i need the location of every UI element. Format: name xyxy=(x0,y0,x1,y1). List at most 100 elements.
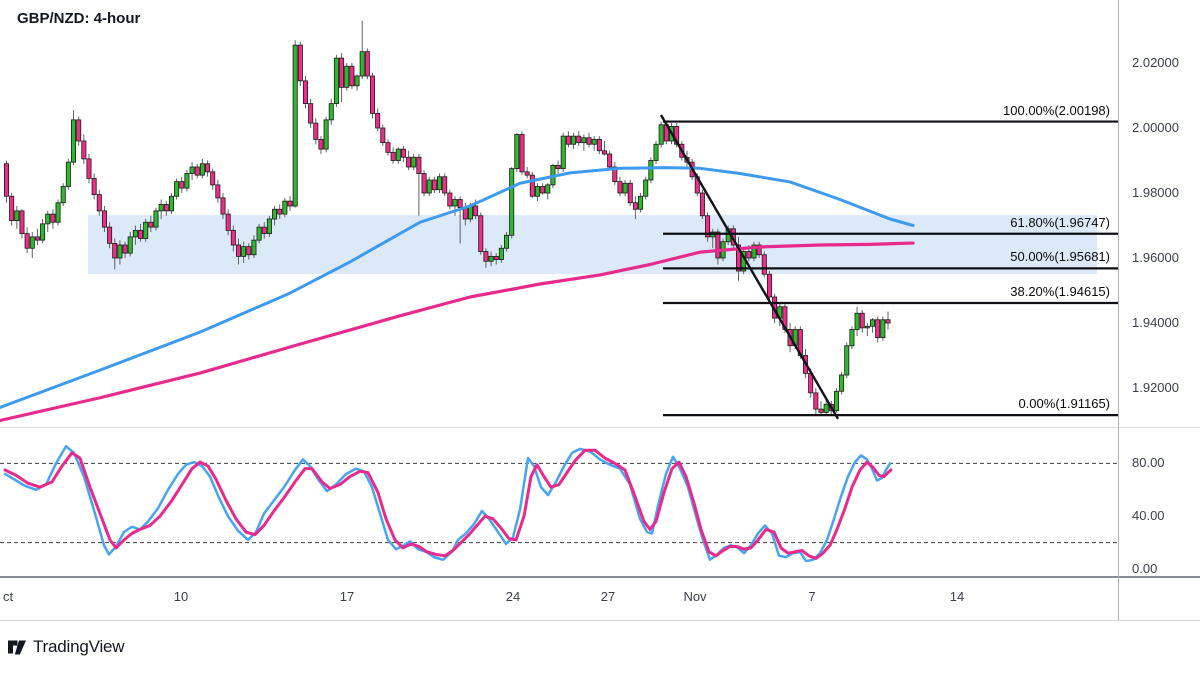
fib-level-label: 61.80%(1.96747) xyxy=(1010,214,1110,230)
candle-down xyxy=(261,226,267,235)
candle-up xyxy=(849,329,855,347)
stoch-k-line xyxy=(3,444,892,563)
candle-down xyxy=(122,244,128,254)
candle-down xyxy=(297,44,303,82)
candle-down xyxy=(230,229,236,246)
candle-up xyxy=(143,221,149,239)
candle-up xyxy=(504,234,510,249)
candle-down xyxy=(101,210,107,228)
candle-up xyxy=(509,168,515,236)
candle-up xyxy=(467,205,473,220)
candle-down xyxy=(400,148,406,158)
candle-down xyxy=(385,142,391,153)
candle-up xyxy=(751,244,757,259)
candle-up xyxy=(168,195,174,212)
candle-down xyxy=(519,134,525,173)
candle-up xyxy=(282,200,288,215)
candle-up xyxy=(153,210,159,228)
candle-up xyxy=(833,390,839,412)
candle-down xyxy=(81,140,87,160)
fib-level-label: 100.00%(2.00198) xyxy=(1003,102,1110,118)
candle-up xyxy=(132,229,138,238)
candle-down xyxy=(138,229,144,239)
candle-up xyxy=(251,239,257,256)
candle-down xyxy=(205,163,211,173)
tradingview-logo[interactable]: TradingView xyxy=(8,637,125,657)
candle-down xyxy=(818,408,824,413)
candle-down xyxy=(761,254,767,275)
candle-down xyxy=(235,244,241,257)
moving-average-fast xyxy=(0,166,915,409)
candle-down xyxy=(19,210,25,235)
candle-down xyxy=(431,179,437,191)
tradingview-logo-text: TradingView xyxy=(33,637,125,656)
candle-up xyxy=(864,325,870,329)
candle-down xyxy=(859,312,865,329)
candle-down xyxy=(555,164,561,170)
candle-down xyxy=(287,200,293,207)
price-tick-label: 1.96000 xyxy=(1132,250,1179,265)
candle-down xyxy=(715,231,721,259)
candle-up xyxy=(158,203,164,212)
candle-down xyxy=(705,215,711,238)
candle-down xyxy=(746,251,752,259)
fib-level-label: 38.20%(1.94615) xyxy=(1010,284,1110,299)
candle-up xyxy=(344,65,350,88)
candle-down xyxy=(529,174,535,197)
candle-up xyxy=(71,119,77,163)
candle-down xyxy=(370,75,376,114)
candle-down xyxy=(9,195,15,222)
candle-up xyxy=(292,44,298,207)
candle-up xyxy=(643,179,649,197)
price-tick-label: 1.92000 xyxy=(1132,380,1179,395)
candle-up xyxy=(870,319,876,327)
candle-down xyxy=(478,215,484,252)
candle-down xyxy=(627,182,633,204)
candle-up xyxy=(571,135,577,145)
candle-down xyxy=(766,273,772,298)
candle-up xyxy=(638,195,644,210)
candle-down xyxy=(215,184,221,199)
candle-down xyxy=(277,208,283,215)
candle-up xyxy=(184,173,190,189)
candle-up xyxy=(437,176,443,191)
candle-down xyxy=(736,244,742,272)
candle-down xyxy=(194,166,200,176)
candle-down xyxy=(76,119,82,142)
candle-down xyxy=(302,80,308,105)
candle-up xyxy=(45,213,51,225)
candle-down xyxy=(318,138,324,150)
candle-up xyxy=(60,186,66,204)
trendline[interactable] xyxy=(659,114,840,420)
candle-down xyxy=(380,127,386,144)
candle-up xyxy=(622,182,628,194)
candle-up xyxy=(266,218,272,235)
candle-up xyxy=(29,236,35,249)
candle-up xyxy=(189,166,195,174)
price-tick-label: 2.02000 xyxy=(1132,55,1179,70)
candle-up xyxy=(272,208,278,220)
candle-up xyxy=(498,247,504,261)
candle-up xyxy=(354,75,360,87)
time-tick-label: Nov xyxy=(683,589,707,604)
candle-down xyxy=(885,319,891,324)
candle-up xyxy=(560,135,566,170)
candle-up xyxy=(823,403,829,413)
time-tick-label: 14 xyxy=(949,589,965,604)
candle-up xyxy=(14,210,20,222)
symbol-title: GBP/NZD: 4-hour xyxy=(17,10,141,27)
candle-down xyxy=(756,244,762,256)
candle-down xyxy=(617,181,623,194)
candle-down xyxy=(86,158,92,179)
candle-up xyxy=(591,138,597,145)
candle-up xyxy=(488,255,494,262)
candle-up xyxy=(359,51,365,77)
candle-down xyxy=(442,176,448,194)
candle-down xyxy=(524,171,530,176)
candle-down xyxy=(540,186,546,194)
candle-down xyxy=(50,213,56,223)
candle-down xyxy=(632,202,638,210)
candle-down xyxy=(612,166,618,183)
candle-up xyxy=(648,160,654,181)
